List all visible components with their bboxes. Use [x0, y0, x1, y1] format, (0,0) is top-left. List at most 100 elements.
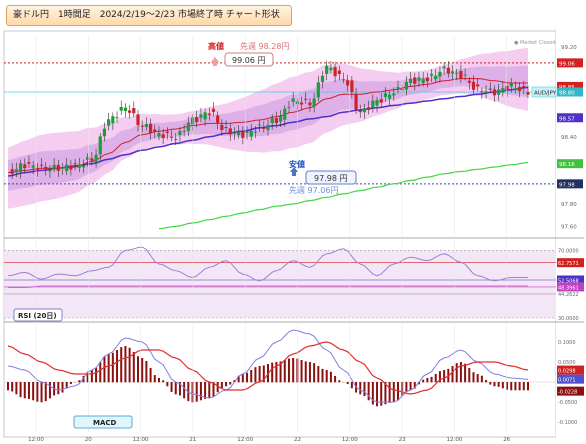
candle-body	[18, 163, 23, 172]
macd-histogram-bar	[317, 366, 320, 383]
candle-body	[31, 165, 35, 168]
candle-body	[304, 98, 308, 100]
candle-body	[178, 130, 182, 135]
price-tick-label: 98.57	[559, 116, 575, 122]
candle-body	[220, 124, 224, 131]
candle-body	[56, 164, 60, 171]
candle-body	[10, 169, 14, 174]
macd-histogram-bar	[69, 382, 72, 385]
macd-histogram-bar	[376, 382, 379, 407]
macd-histogram-bar	[229, 382, 232, 385]
candle-body	[23, 164, 27, 169]
rsi-zone	[4, 250, 556, 318]
candle-body	[434, 75, 438, 80]
x-tick-label: 12:00	[28, 437, 44, 443]
macd-histogram-bar	[65, 382, 68, 389]
candle-body	[308, 102, 312, 106]
macd-histogram-bar	[120, 347, 123, 383]
candle-body	[442, 66, 446, 69]
price-tag	[557, 179, 583, 189]
macd-histogram-bar	[287, 358, 290, 383]
low-prev-week: 先週 97.06円	[289, 185, 338, 195]
rsi-signal-line	[8, 285, 528, 288]
x-tick-label: 12:00	[237, 437, 253, 443]
candle-body	[396, 87, 400, 90]
macd-tag	[557, 374, 584, 384]
candle-body	[291, 98, 295, 102]
macd-histogram-bar	[149, 368, 152, 383]
candle-body	[182, 130, 186, 132]
candle-body	[39, 164, 44, 166]
rsi-tag	[557, 275, 584, 285]
macd-histogram-bar	[464, 363, 467, 383]
macd-histogram-bar	[338, 380, 341, 383]
candle-body	[375, 100, 379, 106]
x-tick-label: 12:00	[133, 437, 149, 443]
candle-body	[90, 158, 94, 161]
candle-body	[526, 92, 530, 95]
macd-histogram-bar	[61, 382, 64, 393]
macd-histogram-bar	[212, 382, 215, 397]
candle-body	[425, 77, 429, 82]
rsi-tick-label: 48.3961	[558, 285, 579, 291]
candle-body	[408, 78, 413, 83]
price-tag	[557, 81, 583, 91]
macd-histogram-bar	[183, 382, 186, 399]
macd-histogram-bar	[455, 363, 458, 383]
up-arrow-icon	[211, 57, 219, 66]
macd-histogram-bar	[241, 374, 244, 383]
macd-histogram-bar	[36, 382, 39, 402]
macd-histogram-bar	[334, 376, 337, 383]
high-annotation: 高値 先週 98.28円 99.06 円	[208, 41, 289, 67]
x-axis: 12:00 20 12:00 21 12:00 22 12:00 23 12:00 26	[28, 36, 511, 443]
macd-histogram-bar	[380, 382, 383, 406]
macd-histogram-bar	[254, 367, 257, 383]
macd-tick-label: -0.0228	[558, 390, 577, 396]
candle-body	[128, 110, 132, 113]
candle-body	[371, 100, 375, 108]
macd-histogram-bar	[367, 382, 370, 401]
candle-body	[69, 165, 73, 170]
macd-histogram-bar	[170, 382, 173, 392]
candle-body	[379, 99, 383, 103]
macd-histogram-bar	[522, 382, 525, 391]
macd-histogram-bar	[300, 360, 303, 383]
macd-histogram-bar	[325, 370, 328, 383]
candle-body	[467, 80, 471, 83]
macd-histogram-bar	[313, 363, 316, 383]
low-value: 97.98 円	[314, 174, 347, 183]
candle-body	[119, 106, 123, 111]
candle-body	[329, 67, 333, 71]
macd-histogram-bar	[262, 365, 265, 383]
macd-histogram-bar	[392, 382, 395, 403]
candle-body	[429, 73, 434, 76]
candle-body	[283, 108, 287, 120]
macd-tick-label: 0.0071	[558, 378, 576, 384]
macd-histogram-bar	[384, 382, 387, 405]
macd-histogram-bar	[116, 350, 119, 383]
candle-body	[522, 85, 526, 88]
x-tick-label: 12:00	[446, 437, 462, 443]
chart-title: 豪ドル円 1時間足 2024/2/19～2/23 市場終了時 チャート形状	[6, 5, 292, 26]
candle-body	[404, 81, 408, 90]
macd-histogram-bar	[451, 366, 454, 383]
macd-histogram-bar	[279, 361, 282, 383]
candle-body	[140, 125, 144, 127]
candle-body	[73, 163, 77, 165]
macd-histogram-bar	[111, 352, 114, 383]
macd-histogram-bar	[514, 382, 517, 391]
price-tag	[557, 58, 583, 68]
macd-histogram-bar	[527, 382, 529, 391]
candle-body	[270, 118, 274, 123]
candle-body	[186, 122, 190, 131]
macd-histogram-bar	[258, 366, 261, 383]
candle-body	[157, 133, 161, 137]
candle-body	[383, 93, 388, 97]
rsi-tag	[557, 258, 584, 268]
candle-body	[132, 108, 136, 114]
macd-histogram-bar	[493, 382, 496, 387]
price-tick-label: 97.60	[561, 224, 577, 230]
up-arrow-icon	[290, 167, 298, 176]
rsi-tick-label: 52.5068	[558, 278, 579, 284]
